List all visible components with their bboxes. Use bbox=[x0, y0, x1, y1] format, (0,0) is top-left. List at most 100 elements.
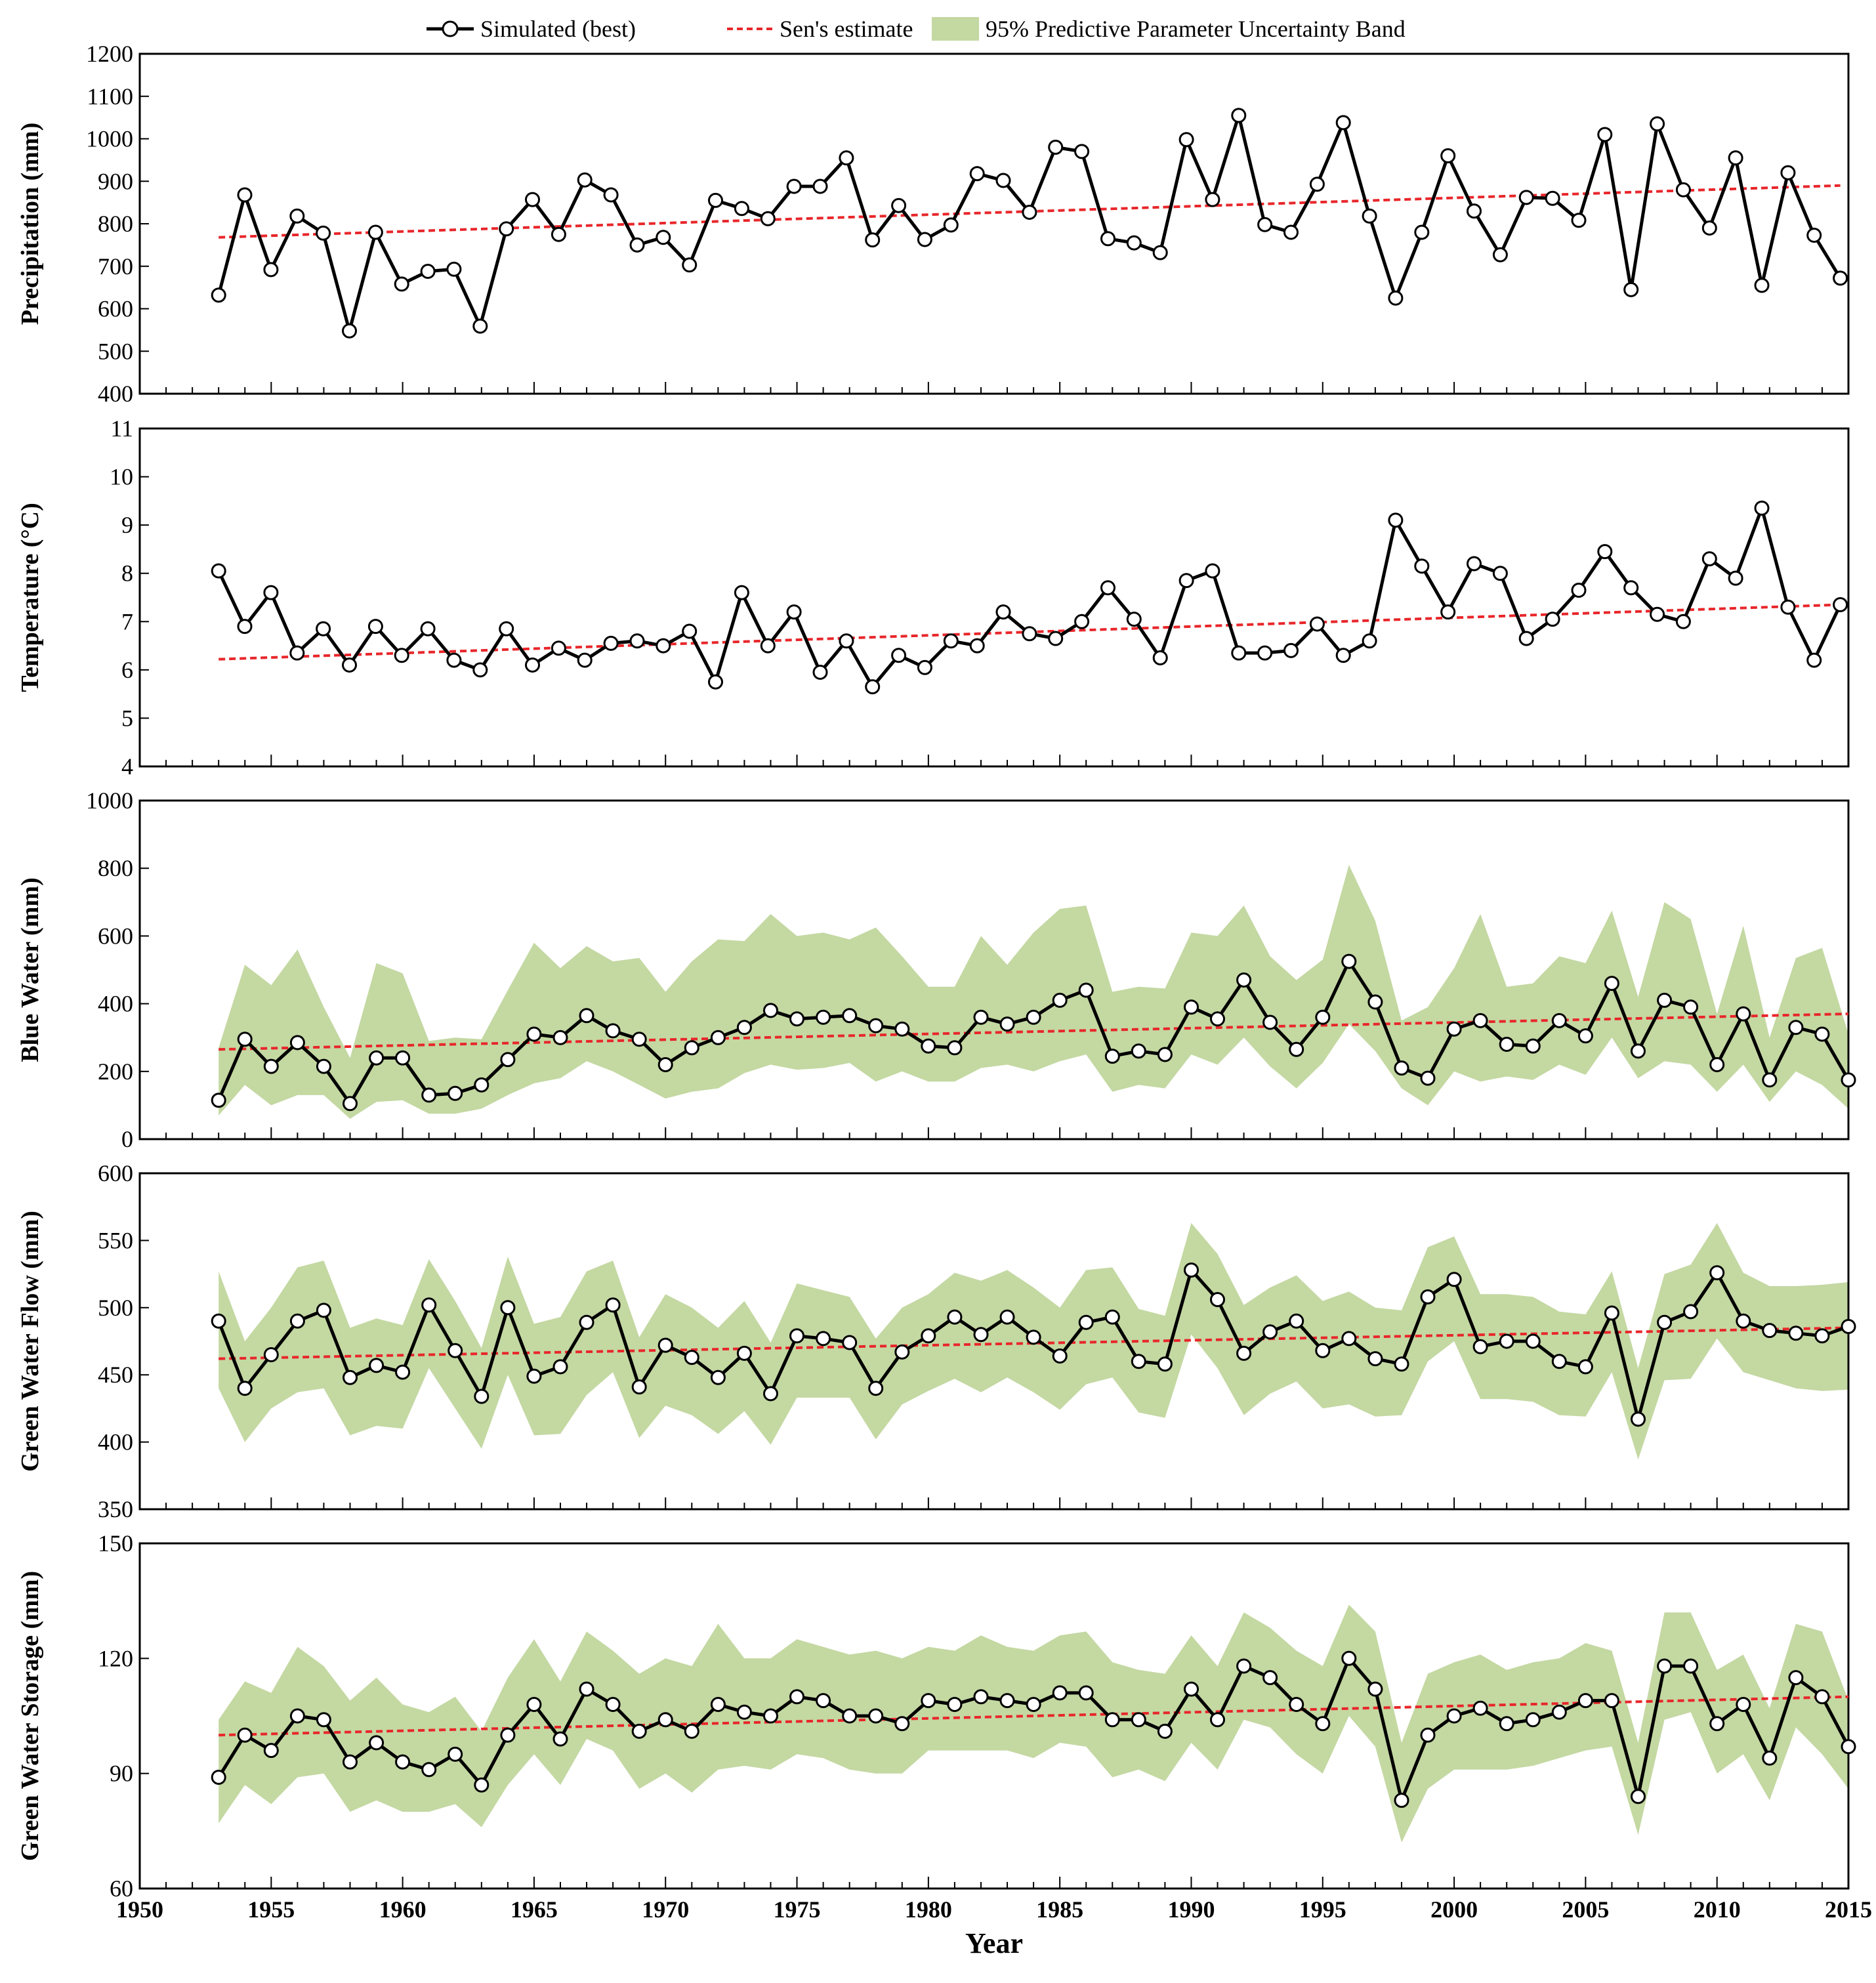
data-point bbox=[552, 1731, 568, 1747]
data-point bbox=[1701, 220, 1717, 236]
data-point bbox=[237, 1032, 253, 1047]
data-point bbox=[629, 633, 645, 649]
data-point bbox=[1577, 1359, 1593, 1375]
data-point bbox=[1074, 614, 1090, 629]
data-point bbox=[1518, 631, 1534, 646]
data-point bbox=[603, 635, 619, 651]
data-point bbox=[789, 1689, 804, 1705]
data-point bbox=[1289, 1697, 1304, 1712]
data-point bbox=[917, 232, 932, 247]
panel-3: 0 200 400 600 800 1000 Blue Water (mm) bbox=[16, 787, 1856, 1152]
data-point bbox=[237, 187, 253, 203]
data-point bbox=[1499, 1716, 1514, 1732]
data-point bbox=[342, 323, 357, 339]
data-point bbox=[894, 1716, 910, 1732]
data-point bbox=[786, 178, 802, 194]
data-point bbox=[1236, 1345, 1252, 1361]
data-point bbox=[1833, 597, 1848, 612]
data-point bbox=[1525, 1038, 1541, 1054]
data-point bbox=[1571, 213, 1587, 228]
data-point bbox=[289, 208, 305, 224]
data-point bbox=[917, 659, 932, 675]
data-point bbox=[1597, 544, 1613, 560]
y-tick-label: 11 bbox=[110, 415, 133, 442]
data-point bbox=[1841, 1739, 1856, 1755]
data-point bbox=[474, 1077, 490, 1093]
data-point bbox=[947, 1697, 963, 1712]
data-point bbox=[1231, 108, 1247, 123]
data-point bbox=[1446, 1021, 1462, 1037]
data-point bbox=[1623, 580, 1639, 596]
y-tick-label: 1000 bbox=[86, 126, 133, 152]
data-point bbox=[263, 1058, 279, 1074]
data-point bbox=[579, 1681, 594, 1697]
data-point bbox=[369, 1050, 385, 1066]
data-point bbox=[1074, 144, 1090, 159]
panel-1: 400 500 600 700 800 900 1000 1100 1200 Precipitat… bbox=[16, 41, 1850, 407]
panel-4: 350 400 450 500 550 600 Green Water Flow (mm) bbox=[16, 1160, 1856, 1522]
data-point bbox=[1446, 1708, 1462, 1724]
data-point bbox=[1184, 1681, 1199, 1697]
y-tick-label: 10 bbox=[110, 464, 133, 490]
simulated-line bbox=[217, 506, 1842, 689]
data-point bbox=[1205, 563, 1220, 579]
data-point bbox=[1545, 190, 1560, 206]
data-point bbox=[343, 1096, 358, 1112]
data-point bbox=[1178, 132, 1194, 148]
uncertainty-band bbox=[219, 1604, 1849, 1843]
data-point bbox=[1467, 556, 1482, 572]
data-point bbox=[1052, 992, 1068, 1008]
data-point bbox=[526, 1026, 542, 1042]
y-axis-label: Blue Water (mm) bbox=[16, 877, 44, 1062]
data-point bbox=[525, 658, 540, 673]
data-point bbox=[1394, 1060, 1409, 1076]
x-tick-label: 1990 bbox=[1167, 1896, 1215, 1923]
data-point bbox=[1841, 1319, 1856, 1334]
data-point bbox=[943, 633, 959, 649]
data-point bbox=[1309, 177, 1325, 192]
data-point bbox=[1078, 1314, 1094, 1330]
data-point bbox=[1675, 182, 1691, 198]
x-tick-label: 1995 bbox=[1299, 1896, 1346, 1923]
y-tick-label: 400 bbox=[98, 381, 133, 407]
data-point bbox=[1492, 566, 1508, 581]
data-point bbox=[1315, 1716, 1331, 1732]
data-point bbox=[839, 150, 854, 166]
y-tick-label: 900 bbox=[98, 168, 133, 194]
data-point bbox=[369, 1735, 385, 1751]
data-point bbox=[394, 276, 409, 292]
data-point bbox=[894, 1344, 910, 1360]
data-point bbox=[552, 1359, 568, 1375]
data-point bbox=[995, 604, 1011, 620]
data-point bbox=[816, 1009, 831, 1025]
data-point bbox=[1683, 1658, 1699, 1674]
data-point bbox=[1650, 606, 1665, 622]
data-point bbox=[682, 257, 698, 273]
data-point bbox=[760, 638, 776, 654]
y-tick-label: 700 bbox=[98, 253, 133, 280]
data-point bbox=[579, 1008, 594, 1024]
data-point bbox=[1289, 1313, 1304, 1329]
data-point bbox=[631, 1723, 647, 1739]
data-point bbox=[499, 221, 514, 237]
data-point bbox=[1683, 999, 1699, 1015]
y-tick-label: 0 bbox=[121, 1126, 133, 1152]
data-point bbox=[211, 1313, 226, 1329]
data-point bbox=[734, 201, 749, 217]
y-tick-label: 200 bbox=[98, 1058, 133, 1085]
y-tick-label: 4 bbox=[121, 753, 133, 780]
data-point bbox=[1362, 633, 1377, 649]
data-point bbox=[211, 287, 226, 303]
panel-frame bbox=[138, 799, 1850, 1140]
panel-frame bbox=[138, 1172, 1850, 1511]
data-point bbox=[316, 621, 331, 637]
data-point bbox=[421, 1762, 437, 1778]
panel-2: 4 5 6 7 8 9 10 11 Temperature (°C) bbox=[16, 415, 1850, 780]
legend-band-swatch bbox=[932, 17, 979, 41]
data-point bbox=[289, 645, 305, 661]
data-point bbox=[1335, 648, 1351, 663]
data-point bbox=[763, 1386, 778, 1402]
data-point bbox=[448, 1746, 463, 1762]
data-point bbox=[1762, 1323, 1778, 1339]
data-point bbox=[1367, 1681, 1383, 1697]
